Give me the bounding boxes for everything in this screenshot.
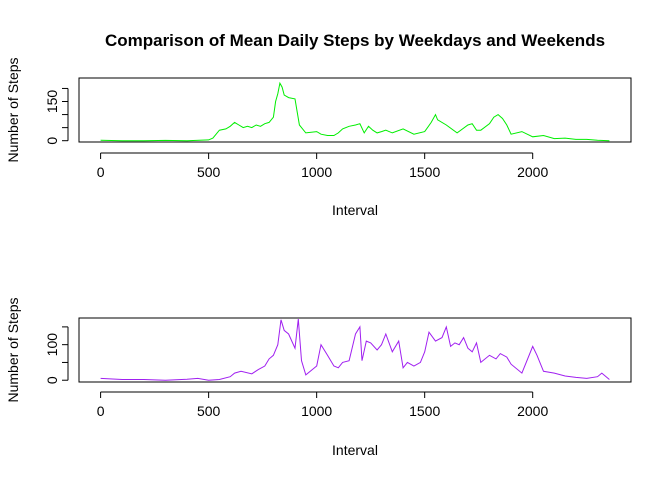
plot-frame bbox=[78, 317, 632, 383]
y-axis-label: Number of Steps bbox=[5, 297, 21, 402]
chart-title: Comparison of Mean Daily Steps by Weekda… bbox=[105, 31, 605, 50]
x-tick-label: 500 bbox=[197, 164, 221, 180]
x-tick-label: 500 bbox=[197, 403, 221, 419]
y-tick-label: 150 bbox=[44, 90, 60, 114]
x-tick-label: 2000 bbox=[517, 403, 548, 419]
x-tick-label: 0 bbox=[97, 403, 105, 419]
x-tick-label: 1000 bbox=[301, 164, 332, 180]
weekend-panel: 0 500 1000 1500 2000 0 100 Interval Number of… bbox=[5, 297, 632, 458]
y-axis-label: Number of Steps bbox=[5, 57, 21, 162]
x-tick-label: 2000 bbox=[517, 164, 548, 180]
y-tick-label: 100 bbox=[44, 333, 60, 357]
plot-frame bbox=[78, 77, 632, 143]
y-tick-label: 0 bbox=[44, 137, 60, 145]
x-tick-label: 1500 bbox=[409, 164, 440, 180]
x-tick-label: 1000 bbox=[301, 403, 332, 419]
series-line-weekdays bbox=[100, 81, 610, 142]
y-tick-label: 0 bbox=[44, 376, 60, 384]
weekday-panel: 0 500 1000 1500 2000 0 150 Interval Number of… bbox=[5, 57, 632, 218]
x-axis-label: Interval bbox=[332, 202, 378, 218]
series-line-weekends bbox=[100, 319, 610, 381]
x-tick-label: 0 bbox=[97, 164, 105, 180]
x-tick-label: 1500 bbox=[409, 403, 440, 419]
x-axis-label: Interval bbox=[332, 442, 378, 458]
